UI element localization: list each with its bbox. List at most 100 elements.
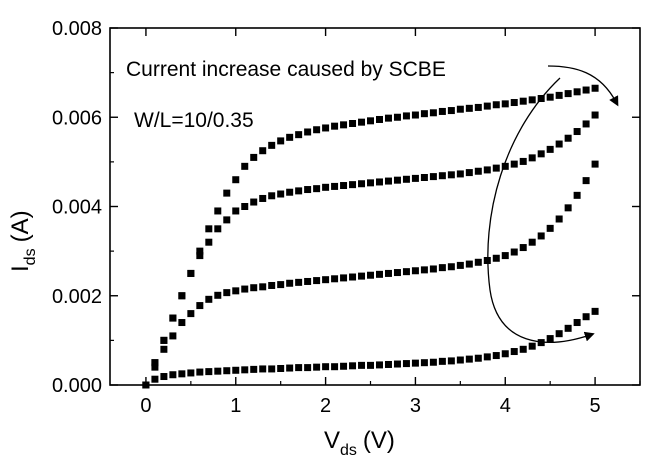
data-point-series-2: [232, 287, 240, 295]
data-point-series-4: [420, 110, 428, 118]
data-point-series-4: [232, 176, 240, 184]
data-point-series-1: [438, 357, 446, 365]
data-point-series-1: [367, 361, 375, 369]
data-point-series-1: [429, 358, 437, 366]
y-axis-label: Ids(A): [7, 210, 39, 272]
data-point-series-4: [555, 91, 563, 99]
data-point-series-4: [447, 107, 455, 115]
data-point-series-4: [205, 225, 213, 233]
data-point-series-1: [241, 366, 249, 374]
data-point-series-2: [573, 191, 581, 199]
data-point-series-4: [474, 103, 482, 111]
data-point-series-1: [573, 319, 581, 327]
data-point-series-2: [169, 332, 177, 340]
data-point-series-2: [367, 271, 375, 279]
data-point-series-2: [304, 277, 312, 285]
data-point-series-3: [375, 178, 383, 186]
data-point-series-4: [268, 141, 276, 149]
data-point-series-4: [214, 207, 222, 215]
data-point-series-3: [465, 169, 473, 177]
data-point-series-1: [402, 360, 410, 368]
data-point-series-1: [447, 357, 455, 365]
data-point-series-2: [420, 266, 428, 274]
y-tick-label: 0.000: [52, 375, 102, 397]
data-point-series-2: [411, 267, 419, 275]
data-point-series-4: [295, 131, 303, 139]
data-point-series-1: [187, 369, 195, 377]
scbe-arrow-bracket: [487, 77, 595, 343]
data-point-series-3: [241, 203, 249, 210]
data-point-series-4: [510, 99, 518, 107]
scbe-annotation: Current increase caused by SCBE: [126, 58, 446, 81]
data-point-series-3: [367, 179, 375, 187]
data-point-series-4: [546, 93, 554, 101]
data-point-series-4: [564, 90, 572, 98]
data-point-series-4: [465, 104, 473, 112]
data-point-series-3: [340, 182, 348, 190]
data-point-series-4: [259, 147, 267, 155]
data-point-series-2: [564, 204, 572, 212]
data-point-series-4: [519, 97, 527, 105]
data-point-series-3: [447, 171, 455, 179]
data-point-series-3: [322, 183, 330, 191]
data-point-series-4: [429, 109, 437, 117]
data-point-series-2: [537, 232, 545, 240]
data-point-series-3: [591, 111, 599, 119]
data-point-series-2: [178, 319, 186, 327]
data-point-series-3: [384, 177, 392, 185]
data-point-series-2: [322, 276, 330, 284]
data-point-series-3: [196, 252, 204, 260]
data-point-series-1: [582, 313, 590, 321]
data-point-series-2: [429, 265, 437, 273]
data-point-series-2: [447, 263, 455, 271]
data-point-series-4: [483, 102, 491, 110]
y-tick-label: 0.008: [52, 18, 102, 40]
data-point-series-2: [358, 272, 366, 280]
data-point-series-3: [456, 170, 464, 178]
data-point-series-1: [546, 335, 554, 343]
data-point-series-2: [259, 283, 267, 291]
data-point-series-2: [393, 269, 401, 277]
data-point-series-4: [196, 247, 204, 255]
data-point-series-1: [169, 371, 177, 379]
data-point-series-3: [393, 176, 401, 184]
data-point-series-1: [384, 360, 392, 368]
data-point-series-2: [313, 277, 321, 285]
data-point-series-3: [411, 174, 419, 182]
data-point-series-3: [546, 145, 554, 153]
data-point-series-4: [331, 122, 339, 130]
data-point-series-1: [564, 324, 572, 332]
data-point-series-4: [501, 100, 509, 108]
data-point-series-1: [411, 359, 419, 367]
data-point-series-3: [429, 173, 437, 181]
data-point-series-4: [384, 114, 392, 122]
data-point-series-1: [304, 364, 312, 372]
data-point-series-2: [591, 160, 599, 168]
scbe-arrow-top: [547, 65, 619, 107]
data-point-series-4: [151, 359, 159, 367]
data-point-series-4: [277, 137, 285, 145]
data-point-series-3: [304, 186, 312, 194]
data-point-series-2: [151, 363, 159, 371]
data-point-series-3: [205, 238, 213, 246]
data-point-series-1: [456, 356, 464, 364]
data-point-series-2: [349, 273, 357, 281]
data-point-series-1: [259, 365, 267, 373]
data-point-series-4: [402, 112, 410, 120]
data-point-series-3: [259, 194, 267, 202]
data-point-series-4: [304, 128, 312, 136]
data-point-series-2: [196, 302, 204, 310]
y-tick-label: 0.004: [52, 197, 102, 219]
data-point-series-1: [349, 362, 357, 370]
data-point-series-1: [214, 367, 222, 375]
data-point-series-1: [268, 365, 276, 373]
x-tick-label: 4: [500, 395, 511, 417]
data-point-series-3: [402, 175, 410, 183]
data-point-series-2: [402, 268, 410, 276]
data-point-series-3: [268, 192, 276, 200]
data-point-series-4: [591, 84, 599, 92]
data-point-series-4: [340, 121, 348, 129]
data-point-series-1: [151, 375, 159, 383]
data-point-series-3: [483, 166, 491, 174]
